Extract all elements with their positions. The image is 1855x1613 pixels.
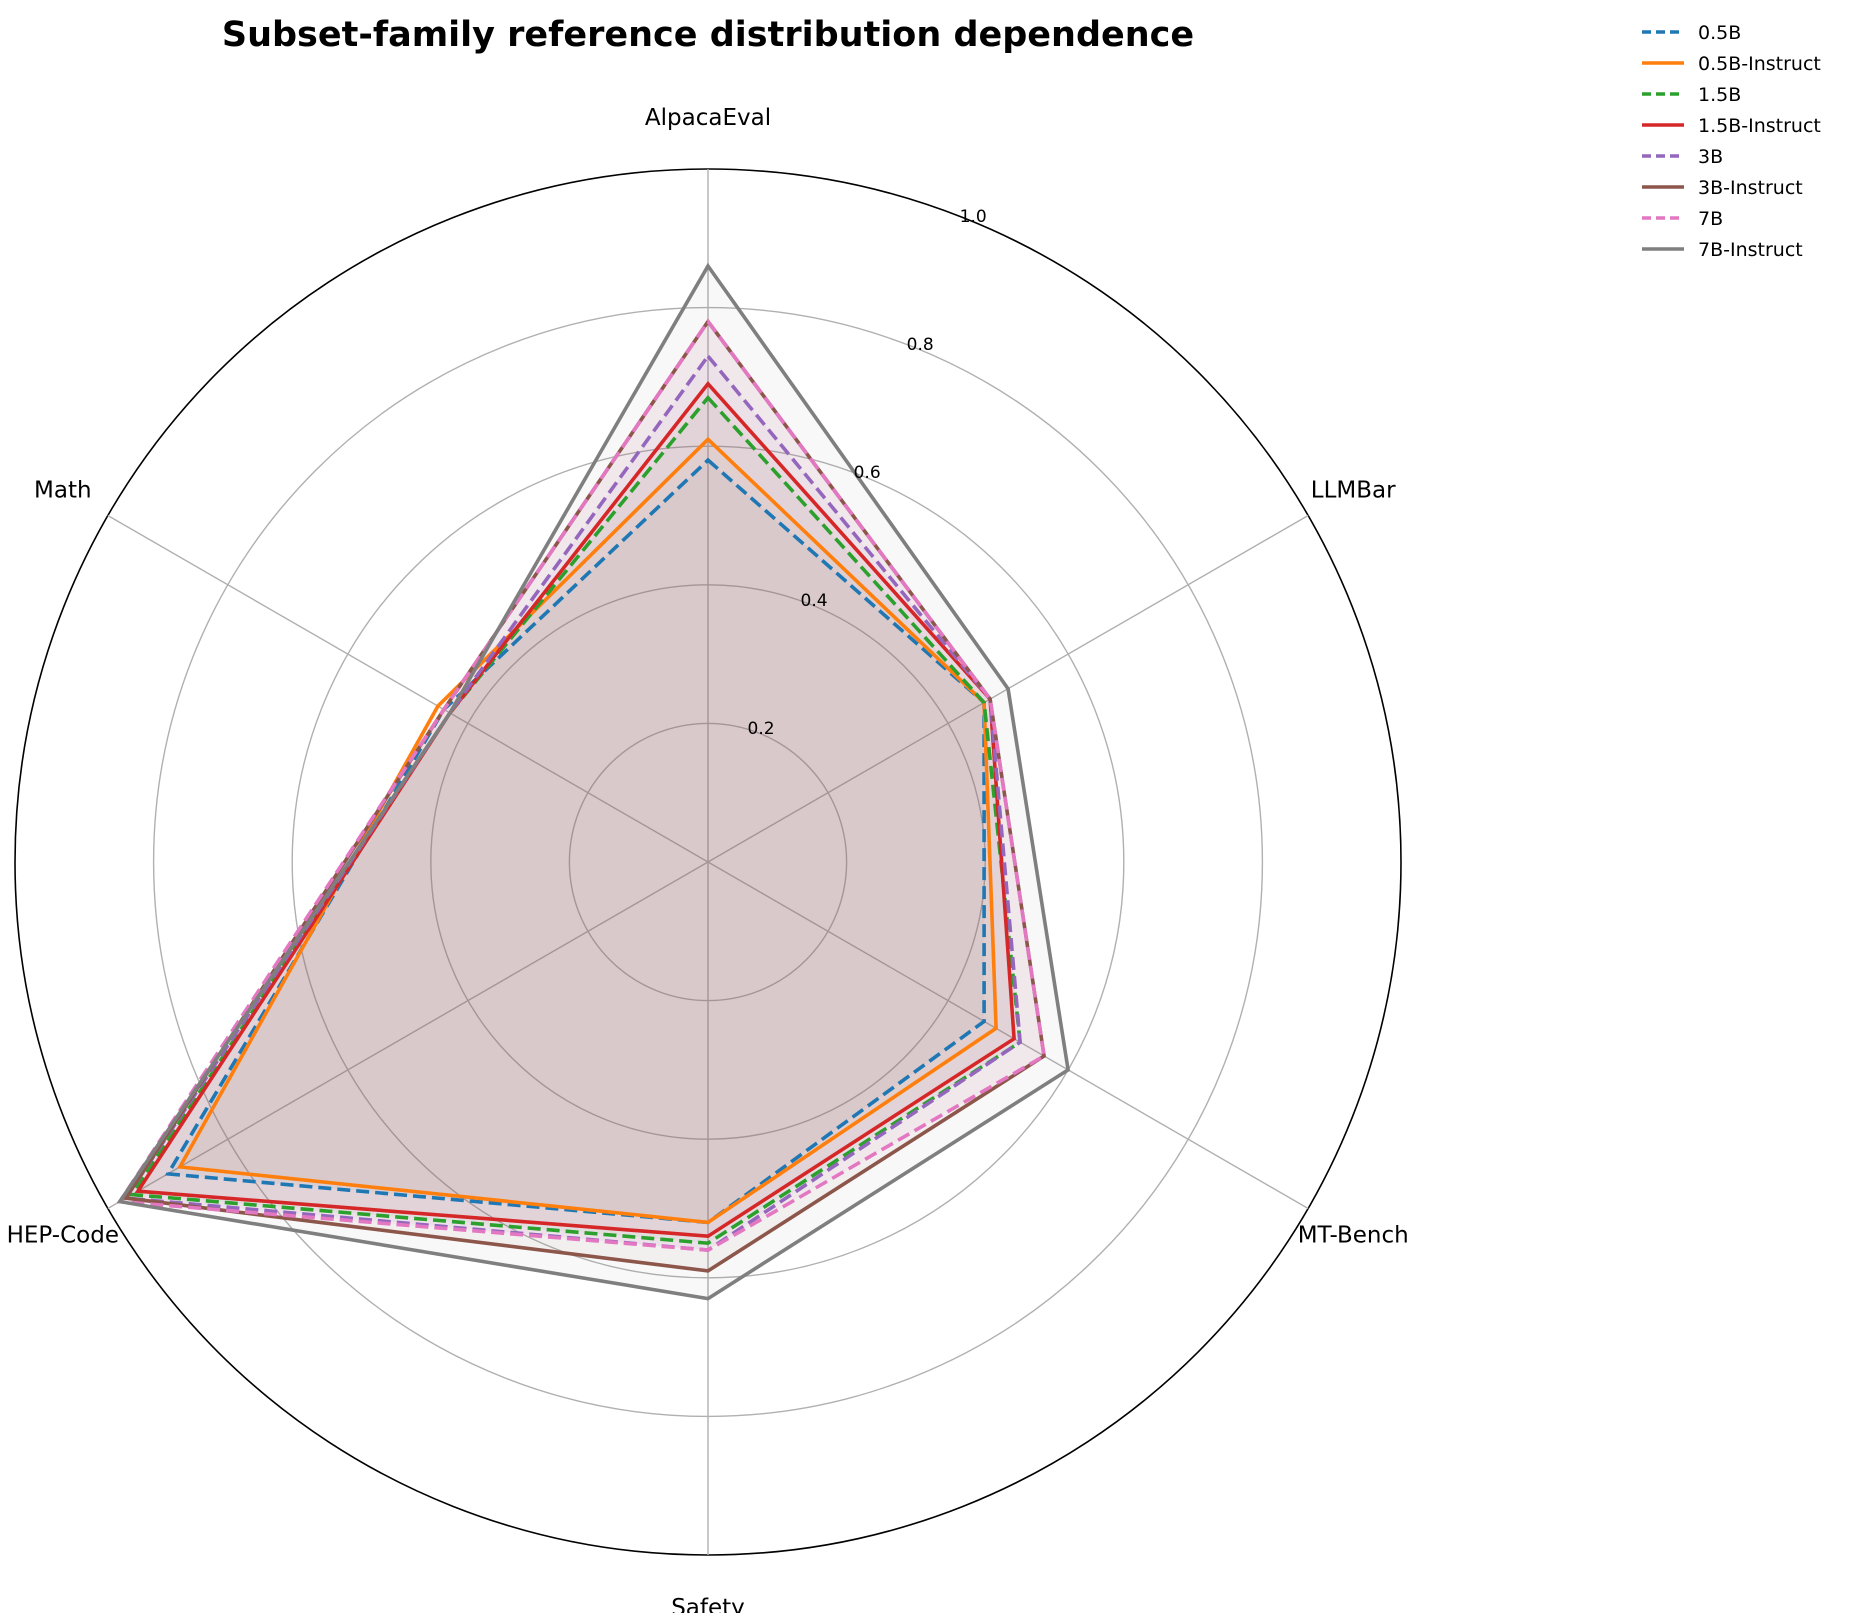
series-line-6 (116, 318, 1047, 1252)
legend-item-0[interactable]: 0.5B (1642, 22, 1741, 44)
legend-label-3: 1.5B-Instruct (1698, 115, 1821, 137)
legend-label-6: 7B (1698, 208, 1723, 230)
tick-label-2: 0.6 (854, 463, 881, 483)
series-fill-3 (137, 383, 1015, 1237)
legend-item-2[interactable]: 1.5B (1642, 84, 1741, 106)
legend-item-7[interactable]: 7B-Instruct (1642, 239, 1803, 261)
legend-label-4: 3B (1698, 146, 1723, 168)
axis-label-mt-bench: MT-Bench (1298, 1223, 1409, 1249)
tick-label-1: 0.4 (801, 591, 828, 611)
series-fills (119, 266, 1069, 1299)
legend-item-4[interactable]: 3B (1642, 146, 1723, 168)
series-fill-1 (179, 439, 997, 1223)
radial-tick-labels: 0.2 0.4 0.6 0.8 1.0 (748, 207, 987, 739)
axis-label-alpacaeval: AlpacaEval (645, 105, 771, 131)
series-fill-5 (125, 321, 1045, 1271)
legend-item-5[interactable]: 3B-Instruct (1642, 177, 1803, 199)
legend-label-5: 3B-Instruct (1698, 177, 1803, 199)
series-fill-2 (131, 397, 1021, 1244)
series-fill-4 (125, 356, 1021, 1251)
legend-item-1[interactable]: 0.5B-Instruct (1642, 53, 1821, 75)
spoke-mt-bench (707, 861, 1309, 1210)
spoke-math (107, 514, 709, 863)
legend-label-7: 7B-Instruct (1698, 239, 1803, 261)
tick-label-3: 0.8 (907, 335, 934, 355)
axis-label-hep-code: HEP-Code (7, 1223, 119, 1249)
axis-label-math: Math (34, 478, 92, 504)
chart-title: Subset-family reference distribution dep… (222, 15, 1194, 55)
series-line-2 (128, 394, 1023, 1246)
series-fill-7 (119, 266, 1069, 1299)
axis-label-llmbar: LLMBar (1311, 478, 1396, 504)
axis-labels: AlpacaEval LLMBar MT-Bench Safety HEP-Code Ma… (7, 105, 1409, 1613)
tick-label-4: 1.0 (960, 207, 987, 227)
axis-label-safety: Safety (671, 1595, 745, 1613)
legend-label-1: 0.5B-Instruct (1698, 53, 1821, 75)
series-fill-0 (167, 460, 985, 1223)
tick-label-0: 0.2 (748, 719, 775, 739)
radar-grid (14, 168, 1402, 1556)
legend-item-3[interactable]: 1.5B-Instruct (1642, 115, 1821, 137)
legend-label-0: 0.5B (1698, 22, 1741, 44)
series-lines (116, 262, 1071, 1301)
spoke-hep-code (107, 861, 709, 1210)
legend-label-2: 1.5B (1698, 84, 1741, 106)
legend[interactable]: 0.5B 0.5B-Instruct 1.5B 1.5B-Instruct 3B 3B-I… (1642, 22, 1821, 261)
legend-item-6[interactable]: 7B (1642, 208, 1723, 230)
series-line-7 (116, 262, 1071, 1301)
